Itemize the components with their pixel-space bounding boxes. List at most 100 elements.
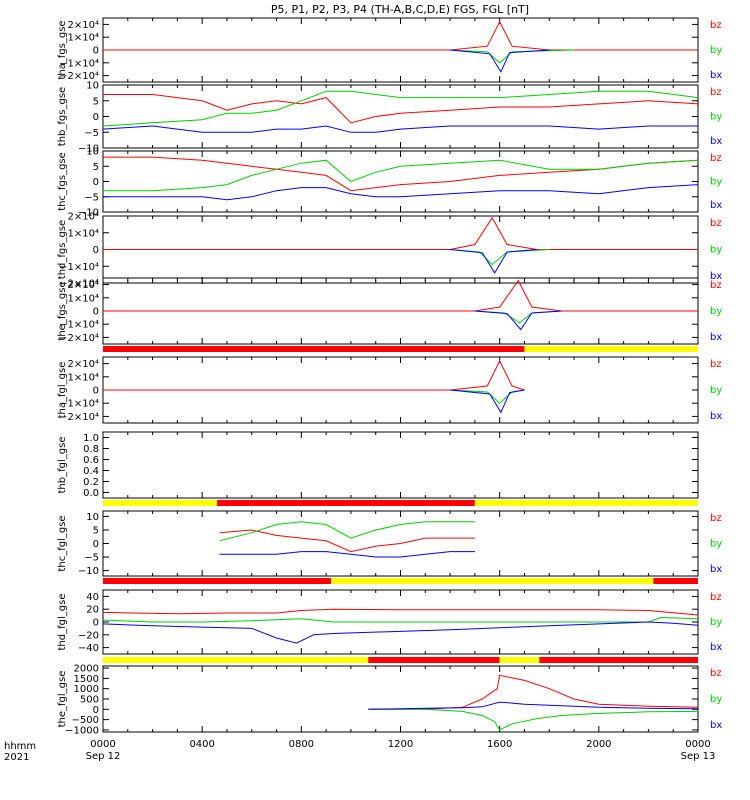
y-tick-label: 0 bbox=[93, 112, 99, 123]
flag-bar-segment bbox=[103, 500, 218, 506]
legend-bz: bz bbox=[710, 592, 722, 603]
legend-bz: bz bbox=[710, 668, 722, 679]
series-line-bx bbox=[103, 184, 699, 201]
y-tick-label: 40 bbox=[86, 592, 99, 603]
y-tick-label: 2×10⁴ bbox=[68, 280, 99, 291]
y-axis-label: the_fgs_gse bbox=[57, 281, 68, 340]
legend-by: by bbox=[710, 617, 722, 628]
y-tick-label: 2×10⁴ bbox=[68, 212, 99, 223]
series-line-bx bbox=[474, 310, 562, 331]
y-tick-label: −5 bbox=[84, 553, 99, 564]
series-line-bx bbox=[450, 389, 525, 414]
panel-frame bbox=[102, 665, 699, 733]
y-tick-label: −2×10⁴ bbox=[59, 333, 99, 344]
y-axis-label: thd_fgs_gse bbox=[57, 220, 68, 279]
y-tick-label: −5 bbox=[84, 192, 99, 203]
x-tick-label: 1200 bbox=[388, 739, 413, 750]
legend-by: by bbox=[710, 245, 722, 256]
x-tick-date-label: Sep 12 bbox=[86, 751, 121, 762]
time-axis-year-label: 2021 bbox=[4, 752, 29, 763]
legend-bz: bz bbox=[710, 218, 722, 229]
y-tick-label: 10 bbox=[86, 147, 99, 158]
legend-bz: bz bbox=[710, 280, 722, 291]
y-tick-label: 0 bbox=[93, 618, 99, 629]
x-tick-label: 0400 bbox=[189, 739, 214, 750]
y-axis-label: thc_fgs_gse bbox=[57, 152, 68, 211]
series-line-bx bbox=[450, 249, 537, 274]
y-tick-label: −1×10⁴ bbox=[59, 399, 99, 410]
series-line-bz bbox=[103, 94, 699, 124]
panel-thc_fgl_gse: 10 5 0 −5 −10 thc_fgl_gse bz by bx bbox=[57, 510, 722, 577]
y-tick-label: 1×10⁴ bbox=[68, 372, 99, 383]
series-line-bx bbox=[102, 125, 698, 133]
y-tick-label: 10 bbox=[86, 81, 99, 92]
y-tick-label: 0 bbox=[93, 245, 99, 256]
series-line-by bbox=[219, 521, 475, 542]
series-line-by bbox=[450, 249, 550, 266]
legend-by: by bbox=[710, 306, 722, 317]
legend-bx: bx bbox=[710, 564, 722, 575]
flag-bar-segment bbox=[217, 500, 475, 506]
flag-bar-segment bbox=[499, 657, 540, 663]
flag-bar-segment bbox=[653, 578, 698, 584]
flag-bar-segment bbox=[103, 657, 369, 663]
series-line-bz bbox=[103, 279, 698, 312]
y-tick-label: −40 bbox=[78, 643, 99, 654]
legend-bx: bx bbox=[710, 642, 722, 653]
y-tick-label: −1×10⁴ bbox=[59, 58, 99, 69]
legend-by: by bbox=[710, 45, 722, 56]
y-axis-label: thb_fgl_gse bbox=[57, 437, 68, 494]
y-tick-label: 0.6 bbox=[83, 455, 99, 466]
legend-bx: bx bbox=[710, 411, 722, 422]
y-tick-label: 1×10⁴ bbox=[68, 228, 99, 239]
legend-bz: bz bbox=[710, 87, 722, 98]
flag-bar-segment bbox=[474, 500, 698, 506]
y-tick-label: 0 bbox=[93, 705, 99, 716]
x-tick-label: 0000 bbox=[685, 739, 710, 750]
chart-title: P5, P1, P2, P3, P4 (TH-A,B,C,D,E) FGS, F… bbox=[271, 3, 529, 16]
panel-thb_fgl_gse: 1.00.80.60.40.20.0 thb_fgl_gse bbox=[57, 431, 699, 499]
series-line-bx bbox=[102, 621, 699, 644]
legend-bz: bz bbox=[710, 20, 722, 31]
y-tick-label: 500 bbox=[80, 695, 99, 706]
y-tick-label: 20 bbox=[86, 605, 99, 616]
panel-frame bbox=[102, 150, 699, 213]
flag-bar-segment bbox=[524, 346, 698, 352]
y-tick-label: 2×10⁴ bbox=[68, 359, 99, 370]
y-tick-label: 0.4 bbox=[83, 466, 99, 477]
y-tick-label: −20 bbox=[78, 630, 99, 641]
x-tick-label: 2000 bbox=[586, 739, 611, 750]
series-line-bz bbox=[102, 608, 699, 616]
series-line-bx bbox=[368, 701, 699, 710]
y-axis-label: thd_fgl_gse bbox=[57, 594, 68, 651]
flag-bar-segment bbox=[539, 657, 698, 663]
y-tick-label: 0.2 bbox=[83, 477, 99, 488]
y-tick-label: −1×10⁴ bbox=[59, 262, 99, 273]
series-line-bz bbox=[103, 359, 525, 391]
legend-bx: bx bbox=[710, 332, 722, 343]
y-tick-label: 0 bbox=[93, 307, 99, 318]
y-tick-label: 5 bbox=[93, 162, 99, 173]
y-tick-label: 0.8 bbox=[83, 444, 99, 455]
legend-by: by bbox=[710, 112, 722, 123]
legend-bz: bz bbox=[710, 513, 722, 524]
y-tick-label: −2×10⁴ bbox=[59, 71, 99, 82]
y-tick-label: 5 bbox=[93, 96, 99, 107]
flag-bar-segment bbox=[331, 578, 654, 584]
y-axis-label: thb_fgs_gse bbox=[57, 87, 68, 146]
legend-by: by bbox=[710, 694, 722, 705]
x-tick-label: 0000 bbox=[90, 739, 115, 750]
x-tick-label: 1600 bbox=[487, 739, 512, 750]
y-tick-label: 1.0 bbox=[83, 433, 99, 444]
panel-thc_fgs_gse: 10 5 0 −5 −10 thc_fgs_gse bz by bx bbox=[57, 147, 722, 219]
y-tick-label: 10 bbox=[86, 512, 99, 523]
flag-bar-segment bbox=[368, 657, 500, 663]
time-axis-row-label: hhmm bbox=[4, 741, 36, 752]
x-tick-label: 0800 bbox=[289, 739, 314, 750]
y-tick-label: −10 bbox=[78, 144, 99, 155]
y-axis-label: tha_fgl_gse bbox=[57, 362, 68, 419]
